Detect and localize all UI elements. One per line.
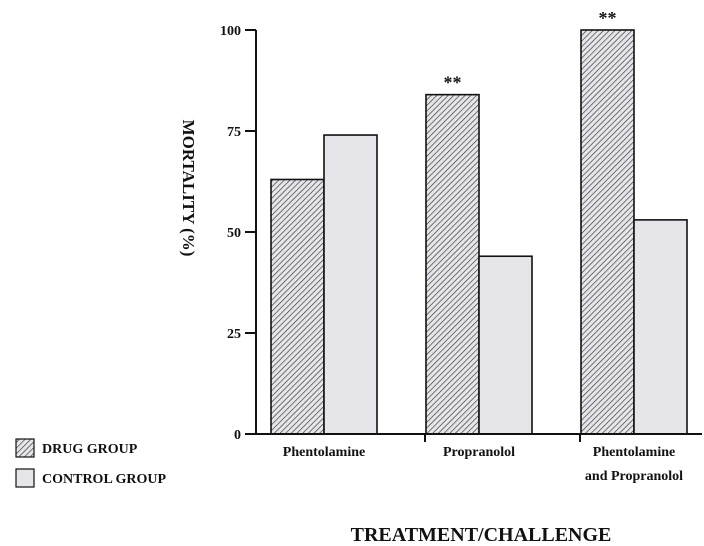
bar-drug-2 [580,29,635,435]
bar-control-2 [633,219,688,435]
y-axis: 0 25 50 75 100 [220,24,257,443]
y-tick-label: 75 [227,125,241,140]
bar-control-1 [478,255,533,435]
significance-marker: ** [599,8,617,28]
bar-drug-1 [425,93,480,435]
category-label: and Propranolol [585,469,683,484]
x-axis: Phentolamine Propranolol Phentolamine and P… [256,433,702,484]
y-tick-label: 50 [227,226,241,241]
y-tick-label: 0 [234,428,241,443]
legend: DRUG GROUP CONTROL GROUP [15,438,167,488]
y-tick-label: 25 [227,327,241,342]
y-axis-title: MORTALITY (%) [179,120,198,257]
legend-swatch-drug [15,438,35,458]
bar-drug-0 [270,178,325,435]
legend-label-control: CONTROL GROUP [42,472,167,487]
legend-swatch-control [15,468,35,488]
annotations: ** ** [444,8,617,93]
y-tick-label: 100 [220,24,241,39]
category-label: Phentolamine [283,445,365,460]
category-label: Propranolol [443,445,515,460]
bars-group [270,29,688,435]
bar-control-0 [323,134,378,435]
significance-marker: ** [444,73,462,93]
x-axis-title: TREATMENT/CHALLENGE [351,524,612,546]
category-label: Phentolamine [593,445,675,460]
legend-label-drug: DRUG GROUP [42,442,138,457]
